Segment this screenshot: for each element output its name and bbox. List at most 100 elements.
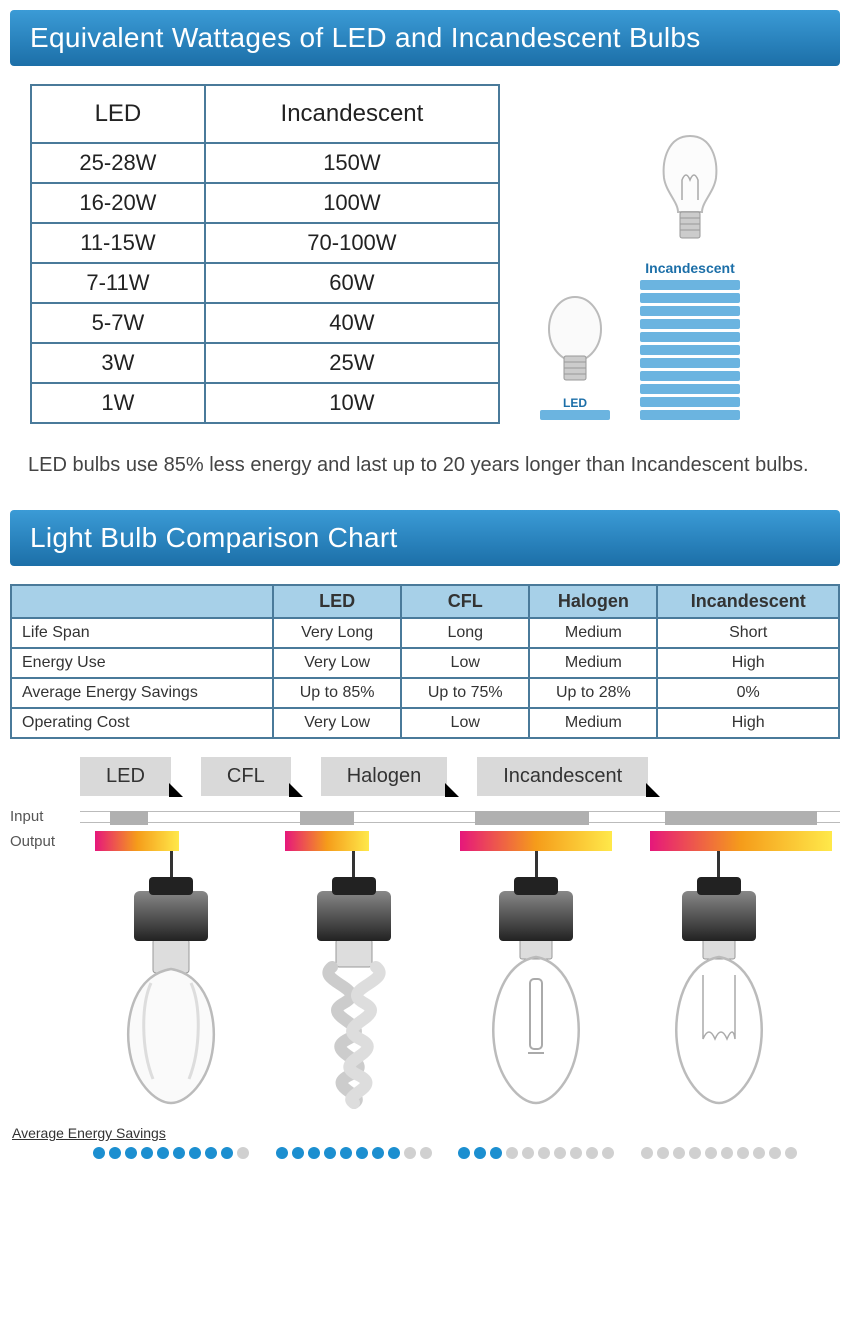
table-cell: High bbox=[657, 648, 839, 678]
savings-label: Average Energy Savings bbox=[12, 1125, 850, 1141]
table-cell: Up to 28% bbox=[529, 678, 657, 708]
output-segment bbox=[285, 831, 369, 851]
savings-dot bbox=[157, 1147, 169, 1159]
table-cell: 60W bbox=[205, 263, 499, 303]
bulb-type-tab: Halogen bbox=[321, 757, 448, 796]
savings-dot bbox=[522, 1147, 534, 1159]
bulb-type-tab: CFL bbox=[201, 757, 291, 796]
savings-dot bbox=[221, 1147, 233, 1159]
input-label: Input bbox=[10, 808, 80, 825]
savings-dot bbox=[205, 1147, 217, 1159]
savings-dot bbox=[554, 1147, 566, 1159]
savings-dots-group bbox=[458, 1147, 614, 1159]
savings-dot bbox=[506, 1147, 518, 1159]
savings-dots-row bbox=[0, 1145, 850, 1179]
savings-dot bbox=[769, 1147, 781, 1159]
incandescent-bulb-icon bbox=[650, 130, 730, 260]
savings-dot bbox=[785, 1147, 797, 1159]
table-cell: 0% bbox=[657, 678, 839, 708]
led-bulb-shape-icon bbox=[111, 939, 231, 1109]
incandescent-label: Incandescent bbox=[645, 260, 734, 276]
table-row: 25-28W150W bbox=[31, 143, 499, 183]
table-cell: 25W bbox=[205, 343, 499, 383]
table-cell: 11-15W bbox=[31, 223, 205, 263]
table-row: Energy UseVery LowLowMediumHigh bbox=[11, 648, 839, 678]
input-segment bbox=[475, 811, 589, 825]
table-cell: 1W bbox=[31, 383, 205, 423]
header-comparison: Light Bulb Comparison Chart bbox=[10, 510, 840, 566]
table-cell: Medium bbox=[529, 648, 657, 678]
energy-bar bbox=[640, 319, 740, 329]
savings-dot bbox=[458, 1147, 470, 1159]
comparison-table: LEDCFLHalogenIncandescent Life SpanVery … bbox=[10, 584, 840, 739]
savings-dot bbox=[237, 1147, 249, 1159]
table-row: Operating CostVery LowLowMediumHigh bbox=[11, 708, 839, 738]
savings-dot bbox=[474, 1147, 486, 1159]
savings-dots-group bbox=[641, 1147, 797, 1159]
led-label: LED bbox=[563, 396, 587, 410]
energy-bar bbox=[640, 306, 740, 316]
table-cell: Life Span bbox=[11, 618, 273, 648]
table-row: Life SpanVery LongLongMediumShort bbox=[11, 618, 839, 648]
energy-bar bbox=[640, 280, 740, 290]
savings-dot bbox=[753, 1147, 765, 1159]
input-segment bbox=[665, 811, 817, 825]
table-cell: Energy Use bbox=[11, 648, 273, 678]
compare-col-header: CFL bbox=[401, 585, 529, 618]
bulb-type-tab: LED bbox=[80, 757, 171, 796]
savings-dot bbox=[404, 1147, 416, 1159]
table-cell: Up to 85% bbox=[273, 678, 401, 708]
table-cell: Medium bbox=[529, 618, 657, 648]
savings-dots-group bbox=[93, 1147, 249, 1159]
hanging-incandescent bbox=[634, 851, 804, 1109]
input-track bbox=[80, 811, 840, 823]
hanging-led bbox=[86, 851, 256, 1109]
savings-dot bbox=[673, 1147, 685, 1159]
table-row: 7-11W60W bbox=[31, 263, 499, 303]
table-cell: 40W bbox=[205, 303, 499, 343]
incandescent-bulb-shape-icon bbox=[659, 939, 779, 1109]
savings-dot bbox=[308, 1147, 320, 1159]
table-cell: Long bbox=[401, 618, 529, 648]
savings-dot bbox=[340, 1147, 352, 1159]
table-cell: Short bbox=[657, 618, 839, 648]
savings-dot bbox=[125, 1147, 137, 1159]
bulb-type-tab: Incandescent bbox=[477, 757, 648, 796]
energy-bar bbox=[640, 371, 740, 381]
compare-col-header bbox=[11, 585, 273, 618]
table-row: 3W25W bbox=[31, 343, 499, 383]
energy-bar bbox=[640, 397, 740, 407]
hanging-cfl bbox=[269, 851, 439, 1109]
led-bulb-icon bbox=[540, 284, 610, 394]
incandescent-bar-stack bbox=[640, 280, 740, 420]
savings-dot bbox=[356, 1147, 368, 1159]
table-cell: 7-11W bbox=[31, 263, 205, 303]
energy-bar bbox=[640, 332, 740, 342]
table-cell: Very Low bbox=[273, 708, 401, 738]
table-cell: Low bbox=[401, 708, 529, 738]
table-cell: Very Low bbox=[273, 648, 401, 678]
savings-dot bbox=[109, 1147, 121, 1159]
compare-col-header: Halogen bbox=[529, 585, 657, 618]
savings-dot bbox=[490, 1147, 502, 1159]
energy-bar bbox=[640, 358, 740, 368]
compare-col-header: Incandescent bbox=[657, 585, 839, 618]
table-cell: 5-7W bbox=[31, 303, 205, 343]
wattage-col-header: Incandescent bbox=[205, 85, 499, 143]
header-wattage: Equivalent Wattages of LED and Incandesc… bbox=[10, 10, 840, 66]
wattage-col-header: LED bbox=[31, 85, 205, 143]
input-segment bbox=[110, 811, 148, 825]
savings-dot bbox=[538, 1147, 550, 1159]
table-cell: 3W bbox=[31, 343, 205, 383]
savings-dots-group bbox=[276, 1147, 432, 1159]
savings-dot bbox=[141, 1147, 153, 1159]
output-track bbox=[80, 831, 840, 851]
output-label: Output bbox=[10, 833, 80, 850]
savings-dot bbox=[737, 1147, 749, 1159]
table-cell: Low bbox=[401, 648, 529, 678]
table-cell: 100W bbox=[205, 183, 499, 223]
energy-bar bbox=[540, 410, 610, 420]
table-row: 1W10W bbox=[31, 383, 499, 423]
cfl-bulb-shape-icon bbox=[294, 939, 414, 1109]
table-cell: Very Long bbox=[273, 618, 401, 648]
